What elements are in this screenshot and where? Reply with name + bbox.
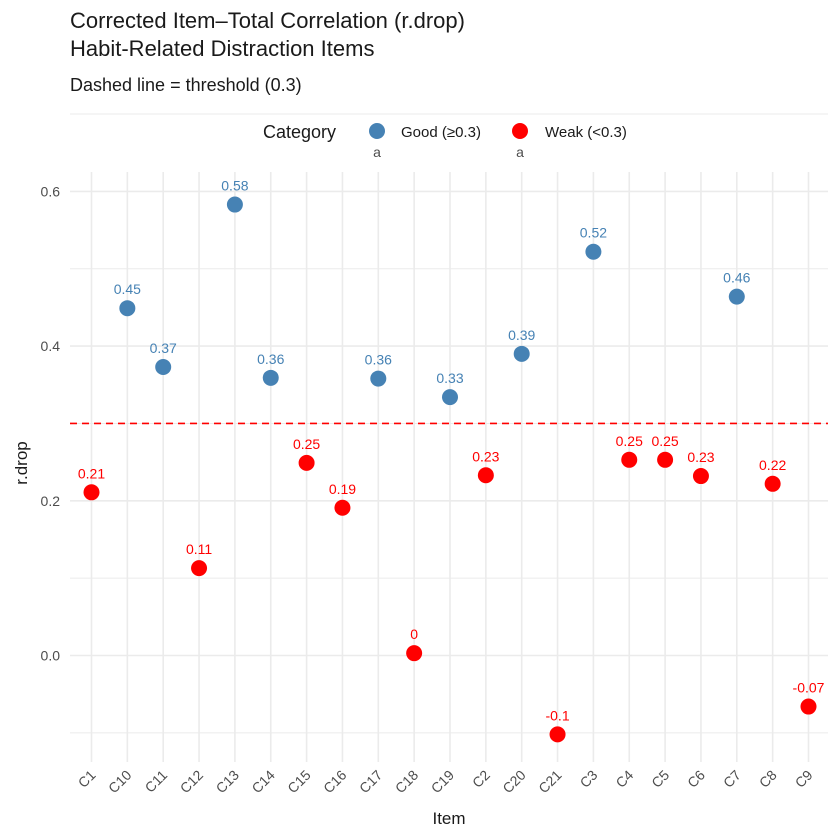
- data-point-c6: [692, 468, 709, 485]
- data-label-c11: 0.37: [150, 340, 177, 356]
- data-label-c10: 0.45: [114, 281, 141, 297]
- points: [83, 196, 817, 743]
- y-tick-label: 0.0: [41, 648, 61, 664]
- data-label-c20: 0.39: [508, 327, 535, 343]
- data-point-c2: [477, 467, 494, 484]
- data-point-c3: [585, 243, 602, 260]
- data-point-c14: [262, 369, 279, 386]
- x-tick-label: C12: [177, 767, 207, 797]
- x-tick-label: C1: [75, 767, 99, 791]
- data-point-c8: [764, 475, 781, 492]
- data-label-c17: 0.36: [365, 352, 392, 368]
- chart-title-line-2: Habit-Related Distraction Items: [70, 36, 374, 61]
- data-label-c12: 0.11: [186, 541, 212, 557]
- legend-title: Category: [263, 122, 336, 142]
- data-point-c18: [406, 645, 423, 662]
- data-label-c3: 0.52: [580, 225, 607, 241]
- y-tick-label: 0.6: [41, 183, 61, 199]
- data-point-c5: [657, 451, 674, 468]
- data-point-c10: [119, 300, 136, 317]
- y-tick-label: 0.2: [41, 493, 61, 509]
- legend-key-good: [369, 123, 385, 139]
- data-point-c13: [226, 196, 243, 213]
- data-label-c16: 0.19: [329, 481, 356, 497]
- x-tick-label: C6: [684, 767, 708, 791]
- chart-subtitle: Dashed line = threshold (0.3): [70, 75, 302, 95]
- data-label-c18: 0: [410, 626, 418, 642]
- data-label-c4: 0.25: [616, 433, 643, 449]
- x-axis-label: Item: [432, 809, 465, 828]
- data-label-c9: -0.07: [793, 680, 825, 696]
- chart-title-line-1: Corrected Item–Total Correlation (r.drop…: [70, 8, 465, 33]
- x-tick-label: C17: [356, 767, 386, 797]
- x-tick-label: C16: [320, 767, 350, 797]
- data-point-c16: [334, 499, 351, 516]
- x-tick-label: C4: [612, 767, 636, 791]
- data-point-c15: [298, 454, 315, 471]
- legend-key-weak: [512, 123, 528, 139]
- gridlines: [70, 113, 828, 762]
- x-tick-label: C9: [792, 767, 816, 791]
- data-point-c9: [800, 698, 817, 715]
- data-label-c19: 0.33: [436, 370, 463, 386]
- data-point-c7: [728, 288, 745, 305]
- x-tick-label: C20: [499, 767, 529, 797]
- x-tick-label: C7: [720, 767, 744, 791]
- x-tick-label: C15: [284, 767, 314, 797]
- x-tick-label: C13: [213, 767, 243, 797]
- data-label-c2: 0.23: [472, 448, 499, 464]
- data-label-c7: 0.46: [723, 270, 750, 286]
- data-labels: 0.21 0.45 0.37 0.11 0.58 0.36 0.25 0.19 0.36 0 0.3…: [78, 178, 825, 724]
- x-tick-label: C2: [469, 767, 493, 791]
- data-point-c19: [442, 389, 458, 406]
- data-label-c21: -0.1: [545, 707, 569, 723]
- data-label-c8: 0.22: [759, 457, 786, 473]
- y-axis: 0.0 0.2 0.4 0.6: [41, 183, 61, 663]
- x-tick-label: C3: [577, 767, 601, 791]
- x-tick-label: C19: [428, 767, 458, 797]
- x-tick-label: C10: [105, 767, 135, 797]
- data-point-c4: [621, 451, 638, 468]
- x-axis: C1 C10 C11 C12 C13 C14 C15 C16 C17 C18 C19 C2 C20 C21…: [75, 767, 816, 797]
- x-tick-label: C14: [248, 767, 278, 797]
- data-point-c20: [513, 345, 530, 362]
- data-point-c17: [370, 370, 387, 387]
- legend: Category Good (≥0.3) a Weak (<0.3) a: [263, 122, 627, 160]
- data-point-c21: [549, 726, 566, 743]
- data-label-c15: 0.25: [293, 436, 320, 452]
- data-label-c14: 0.36: [257, 351, 284, 367]
- legend-glyph-good: a: [373, 144, 381, 160]
- y-tick-label: 0.4: [41, 338, 61, 354]
- data-point-c11: [155, 358, 172, 375]
- data-label-c6: 0.23: [687, 449, 714, 465]
- x-tick-label: C18: [392, 767, 422, 797]
- legend-label-good: Good (≥0.3): [401, 124, 481, 141]
- x-tick-label: C11: [142, 767, 171, 796]
- x-tick-label: C21: [535, 767, 565, 797]
- data-label-c5: 0.25: [651, 433, 678, 449]
- x-tick-label: C5: [648, 767, 672, 791]
- legend-glyph-weak: a: [516, 144, 524, 160]
- legend-label-weak: Weak (<0.3): [545, 124, 627, 141]
- data-label-c13: 0.58: [221, 178, 248, 194]
- y-axis-label: r.drop: [12, 441, 31, 484]
- data-label-c1: 0.21: [78, 465, 105, 481]
- data-point-c12: [191, 560, 208, 577]
- data-point-c1: [83, 484, 100, 501]
- x-tick-label: C8: [756, 767, 780, 791]
